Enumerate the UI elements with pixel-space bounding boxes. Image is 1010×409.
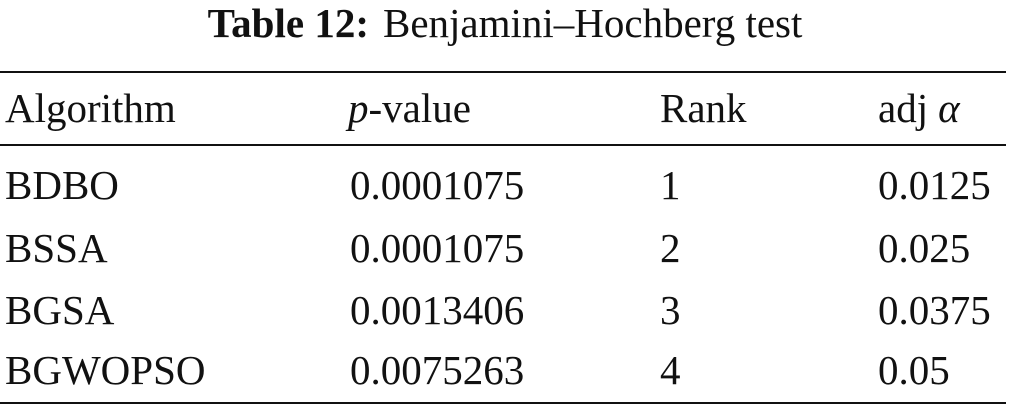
- table-cell: 4: [660, 347, 681, 393]
- table-cell: 2: [660, 225, 681, 271]
- header-text: -value: [368, 85, 471, 131]
- table-cell: BGSA: [5, 287, 115, 333]
- header-rule: [0, 144, 1006, 146]
- caption-text: Benjamini–Hochberg test: [382, 0, 803, 46]
- table-cell: 0.0375: [878, 287, 991, 333]
- table-cell: 0.0013406: [350, 287, 525, 333]
- table-caption: Table 12: Benjamini–Hochberg test: [0, 0, 1010, 46]
- header-cell: Algorithm: [5, 85, 176, 131]
- header-cell: Rank: [660, 85, 747, 131]
- table-cell: 0.025: [878, 225, 971, 271]
- header-cell: p-value: [348, 85, 471, 131]
- bottom-rule: [0, 402, 1006, 404]
- table-cell: 0.0075263: [350, 347, 525, 393]
- table-cell: 0.0001075: [350, 225, 525, 271]
- header-symbol: α: [938, 85, 960, 131]
- header-text: adj: [878, 85, 929, 131]
- table-cell: 1: [660, 162, 681, 208]
- table-cell: 0.0001075: [350, 162, 525, 208]
- header-cell: adj α: [878, 85, 960, 131]
- table-cell: 3: [660, 287, 681, 333]
- header-symbol: p: [348, 85, 369, 131]
- table-cell: 0.05: [878, 347, 950, 393]
- table-cell: BDBO: [5, 162, 119, 208]
- top-rule: [0, 71, 1006, 73]
- table-cell: BGWOPSO: [5, 347, 206, 393]
- table-cell: 0.0125: [878, 162, 991, 208]
- table-cell: BSSA: [5, 225, 108, 271]
- caption-label: Table 12:: [207, 0, 369, 46]
